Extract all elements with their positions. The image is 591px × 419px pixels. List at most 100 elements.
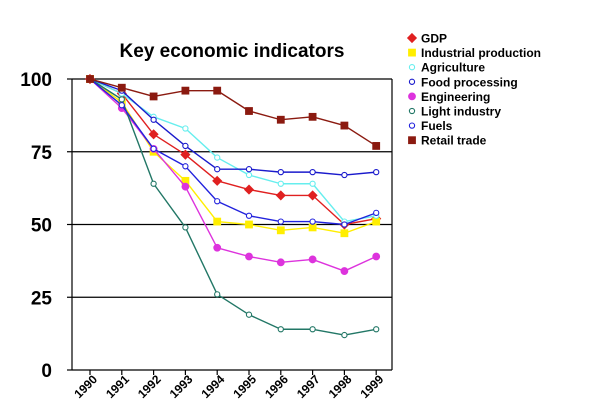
legend-marker-food-processing: [408, 78, 416, 85]
data-point-retail-trade-1997: [308, 112, 317, 121]
data-point-fuels-1996: [277, 218, 284, 225]
data-point-food-processing-1997: [309, 168, 316, 176]
legend-label: Industrial production: [421, 46, 541, 60]
series-line-fuels: [89, 78, 377, 226]
data-point-fuels-1994: [214, 198, 221, 205]
data-point-engineering-1998: [340, 267, 349, 275]
data-point-engineering-1995: [245, 252, 253, 261]
data-point-food-processing-1993: [182, 142, 189, 150]
y-tick-label: 25: [31, 288, 53, 309]
grid-lines: [72, 78, 392, 298]
data-point-food-processing-1998: [341, 171, 348, 179]
x-tick-label: 1999: [358, 372, 387, 401]
y-axis-ticks: 0 25 50 75 100: [20, 70, 72, 382]
data-point-retail-trade-1991: [117, 83, 126, 92]
chart-title: Key economic indicators: [120, 41, 345, 62]
series-line-gdp: [89, 78, 377, 226]
data-point-agriculture-1997: [309, 180, 316, 187]
legend-marker-engineering: [408, 92, 416, 101]
data-point-agriculture-1996: [277, 180, 284, 187]
legend-label: Fuels: [421, 119, 453, 133]
x-tick-label: 1990: [71, 372, 100, 401]
data-point-retail-trade-1995: [245, 107, 253, 115]
series-retail-trade: [86, 75, 381, 150]
data-point-gdp-1997: [307, 190, 318, 201]
y-tick-label: 50: [31, 216, 52, 237]
data-point-gdp-1996: [275, 190, 286, 201]
data-point-light-industry-1999: [373, 326, 380, 333]
data-point-retail-trade-1998: [340, 121, 349, 130]
data-point-retail-trade-1990: [86, 75, 94, 83]
x-tick-label: 1996: [262, 372, 291, 401]
legend-item-food-processing: Food processing: [408, 75, 518, 89]
data-point-agriculture-1993: [182, 125, 189, 132]
data-point-industrial-production-1997: [308, 223, 317, 232]
data-point-light-industry-1992: [150, 180, 157, 187]
data-point-fuels-1997: [309, 218, 316, 225]
legend-marker-industrial-production: [408, 48, 416, 57]
x-tick-label: 1998: [326, 372, 355, 401]
data-point-light-industry-1993: [182, 224, 189, 231]
data-point-engineering-1994: [213, 243, 222, 252]
x-axis-ticks: 1990 1991 1992 1993 1994 1995 1996 1997 1998 1999: [71, 370, 387, 401]
legend-marker-fuels: [408, 122, 416, 129]
data-point-agriculture-1995: [245, 171, 253, 179]
data-point-gdp-1994: [212, 175, 223, 186]
data-point-engineering-1999: [372, 252, 381, 261]
series-line-light-industry: [89, 78, 377, 336]
data-point-industrial-production-1999: [372, 217, 381, 226]
data-point-fuels-1995: [245, 212, 253, 219]
data-point-light-industry-1995: [245, 311, 253, 318]
legend-label: GDP: [421, 32, 447, 46]
series-group: [84, 73, 382, 339]
data-point-light-industry-1996: [277, 326, 284, 333]
data-point-food-processing-1992: [150, 116, 157, 123]
x-tick-label: 1994: [199, 372, 228, 401]
y-tick-label: 75: [31, 143, 53, 164]
legend-label: Engineering: [421, 90, 490, 104]
data-point-industrial-production-1996: [276, 226, 285, 235]
data-point-fuels-1998: [341, 221, 348, 228]
data-point-retail-trade-1994: [213, 86, 222, 95]
data-point-engineering-1997: [308, 255, 317, 264]
legend-marker-light-industry: [408, 107, 416, 115]
legend-item-retail-trade: Retail trade: [408, 134, 487, 148]
x-tick-label: 1997: [294, 372, 323, 401]
y-tick-label: 0: [41, 361, 52, 382]
legend-item-industrial-production: Industrial production: [408, 46, 541, 60]
x-tick-label: 1991: [103, 372, 132, 401]
data-point-light-industry-1991: [118, 96, 125, 103]
data-point-gdp-1992: [148, 129, 159, 140]
data-point-retail-trade-1999: [372, 142, 381, 150]
legend-marker-gdp: [406, 32, 418, 44]
data-point-retail-trade-1996: [276, 115, 285, 124]
series-food-processing: [86, 75, 380, 179]
data-point-food-processing-1999: [373, 168, 380, 176]
legend-label: Agriculture: [421, 61, 485, 75]
series-line-food-processing: [89, 78, 377, 176]
legend-label: Food processing: [421, 75, 518, 89]
legend-marker-retail-trade: [408, 136, 416, 145]
data-point-light-industry-1997: [309, 326, 316, 333]
legend-item-fuels: Fuels: [408, 119, 453, 133]
series-line-engineering: [89, 78, 377, 272]
data-point-gdp-1993: [180, 149, 191, 160]
data-point-food-processing-1995: [245, 166, 253, 173]
data-point-industrial-production-1998: [340, 229, 349, 238]
legend-marker-agriculture: [408, 64, 416, 71]
data-point-agriculture-1994: [214, 154, 221, 161]
data-point-retail-trade-1992: [149, 92, 158, 101]
legend-item-gdp: GDP: [406, 32, 447, 46]
data-point-fuels-1992: [150, 145, 157, 152]
legend-item-agriculture: Agriculture: [408, 61, 485, 75]
series-line-retail-trade: [89, 78, 377, 147]
data-point-food-processing-1994: [214, 166, 221, 173]
data-point-food-processing-1996: [277, 168, 284, 176]
legend-label: Light industry: [421, 105, 501, 119]
legend-label: Retail trade: [421, 134, 487, 148]
data-point-light-industry-1994: [214, 291, 221, 298]
x-tick-label: 1995: [230, 372, 259, 401]
data-point-gdp-1995: [243, 184, 255, 195]
data-point-retail-trade-1993: [181, 86, 190, 95]
